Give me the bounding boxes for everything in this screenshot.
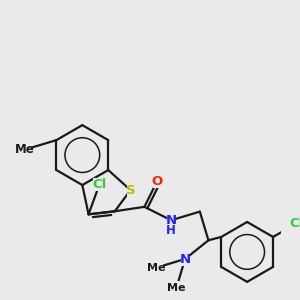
Text: N: N [179,253,191,266]
Text: Me: Me [15,143,35,156]
Text: O: O [152,175,163,188]
FancyBboxPatch shape [170,281,183,294]
Text: S: S [126,184,135,196]
Text: Cl: Cl [289,217,300,230]
Text: N: N [166,214,177,227]
Text: Cl: Cl [92,178,106,191]
FancyBboxPatch shape [150,261,163,274]
Text: Me: Me [167,283,186,293]
FancyBboxPatch shape [181,253,189,266]
FancyBboxPatch shape [290,217,300,230]
Text: Me: Me [147,262,166,273]
FancyBboxPatch shape [167,224,175,237]
FancyBboxPatch shape [167,214,175,227]
FancyBboxPatch shape [18,143,32,156]
FancyBboxPatch shape [93,178,106,191]
FancyBboxPatch shape [153,175,161,188]
Text: H: H [166,224,176,237]
FancyBboxPatch shape [127,184,134,196]
